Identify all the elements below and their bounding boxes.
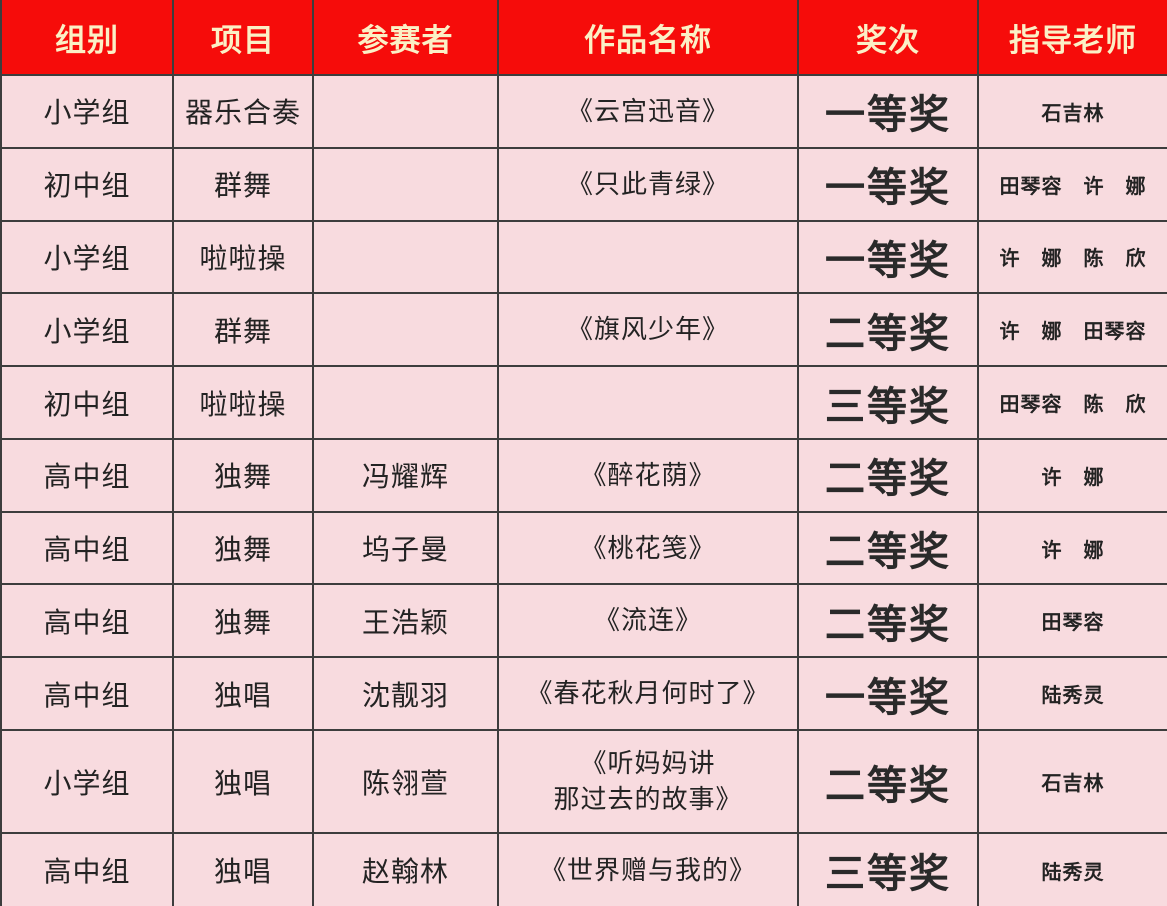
cell-work [497,365,799,440]
cell-award: 二等奖 [797,292,979,368]
cell-group: 高中组 [0,583,174,659]
cell-event: 群舞 [172,292,314,368]
cell-group: 小学组 [0,292,174,368]
table-row: 小学组 群舞 《旗风少年》 二等奖 许 娜 田琴容 [0,292,1167,368]
cell-award: 二等奖 [797,510,979,586]
cell-work: 《云宫迅音》 [497,74,799,149]
cell-work: 《世界赠与我的》 [497,832,799,906]
cell-teacher: 许 娜 陈 欣 [977,219,1167,295]
table-row: 高中组 独唱 赵翰林 《世界赠与我的》 三等奖 陆秀灵 [0,832,1167,906]
table-row: 高中组 独舞 王浩颖 《流连》 二等奖 田琴容 [0,583,1167,659]
cell-teacher: 石吉林 [977,74,1167,149]
cell-participant: 赵翰林 [312,832,499,906]
cell-event: 独唱 [172,729,314,835]
cell-award: 三等奖 [797,365,979,440]
cell-participant: 王浩颖 [312,583,499,659]
cell-teacher: 石吉林 [977,729,1167,835]
cell-work: 《醉花荫》 [497,437,799,513]
cell-participant [312,292,499,368]
header-row: 组别 项目 参赛者 作品名称 奖次 指导老师 [0,0,1167,76]
cell-award: 一等奖 [797,146,979,222]
cell-participant [312,365,499,440]
cell-group: 初中组 [0,146,174,222]
cell-participant: 沈靓羽 [312,656,499,732]
cell-work: 《流连》 [497,583,799,659]
header-cell-group: 组别 [0,0,174,76]
cell-teacher: 许 娜 [977,510,1167,586]
cell-group: 高中组 [0,437,174,513]
header-cell-award: 奖次 [797,0,979,76]
cell-award: 二等奖 [797,729,979,835]
table-row: 小学组 啦啦操 一等奖 许 娜 陈 欣 [0,219,1167,295]
cell-event: 群舞 [172,146,314,222]
cell-group: 小学组 [0,74,174,149]
cell-event: 独舞 [172,437,314,513]
cell-participant [312,74,499,149]
cell-event: 器乐合奏 [172,74,314,149]
header-cell-participant: 参赛者 [312,0,499,76]
cell-participant [312,146,499,222]
table-row: 小学组 器乐合奏 《云宫迅音》 一等奖 石吉林 [0,74,1167,149]
table-row: 高中组 独舞 坞子曼 《桃花笺》 二等奖 许 娜 [0,510,1167,586]
cell-teacher: 田琴容 [977,583,1167,659]
cell-teacher: 田琴容 陈 欣 [977,365,1167,440]
cell-group: 高中组 [0,510,174,586]
cell-group: 高中组 [0,832,174,906]
cell-event: 独唱 [172,832,314,906]
cell-work: 《只此青绿》 [497,146,799,222]
cell-award: 二等奖 [797,583,979,659]
cell-teacher: 许 娜 田琴容 [977,292,1167,368]
cell-group: 小学组 [0,219,174,295]
cell-teacher: 陆秀灵 [977,832,1167,906]
cell-event: 啦啦操 [172,219,314,295]
table-row: 初中组 啦啦操 三等奖 田琴容 陈 欣 [0,365,1167,440]
cell-event: 独舞 [172,583,314,659]
cell-work: 《旗风少年》 [497,292,799,368]
header-cell-event: 项目 [172,0,314,76]
cell-award: 一等奖 [797,656,979,732]
cell-participant: 陈翎萱 [312,729,499,835]
table-row: 小学组 独唱 陈翎萱 《听妈妈讲 那过去的故事》 二等奖 石吉林 [0,729,1167,835]
header-cell-teacher: 指导老师 [977,0,1167,76]
cell-award: 二等奖 [797,437,979,513]
cell-group: 初中组 [0,365,174,440]
cell-teacher: 许 娜 [977,437,1167,513]
table-row: 高中组 独舞 冯耀辉 《醉花荫》 二等奖 许 娜 [0,437,1167,513]
cell-award: 三等奖 [797,832,979,906]
cell-work: 《春花秋月何时了》 [497,656,799,732]
cell-group: 高中组 [0,656,174,732]
cell-participant: 冯耀辉 [312,437,499,513]
header-cell-work: 作品名称 [497,0,799,76]
cell-event: 啦啦操 [172,365,314,440]
cell-teacher: 田琴容 许 娜 [977,146,1167,222]
table-row: 初中组 群舞 《只此青绿》 一等奖 田琴容 许 娜 [0,146,1167,222]
cell-event: 独唱 [172,656,314,732]
cell-award: 一等奖 [797,219,979,295]
cell-participant [312,219,499,295]
cell-work: 《桃花笺》 [497,510,799,586]
cell-group: 小学组 [0,729,174,835]
cell-work [497,219,799,295]
cell-award: 一等奖 [797,74,979,149]
cell-teacher: 陆秀灵 [977,656,1167,732]
cell-work: 《听妈妈讲 那过去的故事》 [497,729,799,835]
table-row: 高中组 独唱 沈靓羽 《春花秋月何时了》 一等奖 陆秀灵 [0,656,1167,732]
cell-event: 独舞 [172,510,314,586]
cell-participant: 坞子曼 [312,510,499,586]
